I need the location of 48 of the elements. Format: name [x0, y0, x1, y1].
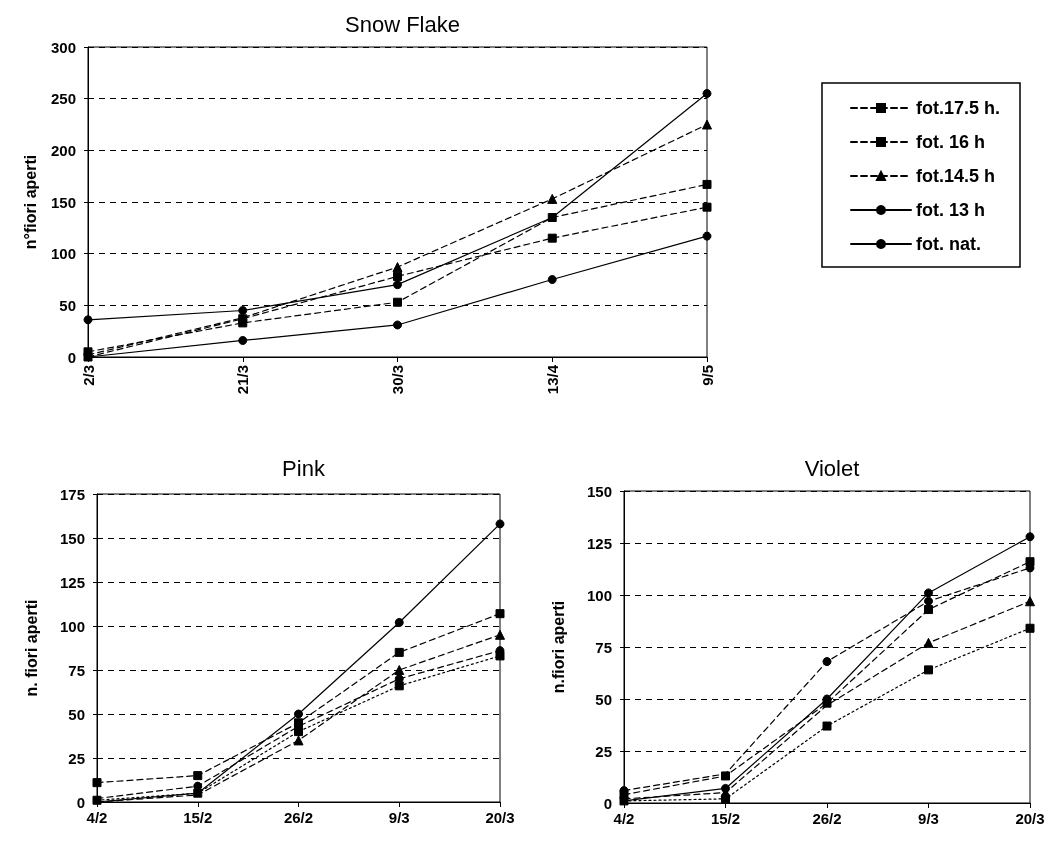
y-tick-label: 50: [59, 296, 76, 314]
y-tick-label: 100: [586, 586, 612, 604]
x-tick-label: 20/3: [485, 809, 515, 826]
y-tick-label: 125: [586, 534, 612, 552]
x-tick-label: 9/5: [698, 365, 716, 386]
x-tick-label: 4/2: [86, 809, 108, 826]
legend-label: fot. 13 h: [915, 200, 985, 220]
y-tick-label: 75: [68, 661, 85, 679]
x-tick-label: 15/2: [710, 810, 741, 827]
chart-title: Pink: [282, 455, 326, 481]
y-tick-label: 50: [595, 690, 612, 708]
y-axis-title: n. fiori aperti: [22, 599, 40, 697]
y-tick-label: 100: [59, 617, 85, 635]
y-tick-label: 75: [595, 638, 612, 656]
x-tick-label: 30/3: [389, 365, 406, 395]
x-tick-label: 26/2: [812, 810, 842, 827]
y-tick-label: 200: [50, 141, 76, 159]
x-tick-label: 9/3: [918, 810, 939, 827]
chart-title: Snow Flake: [345, 11, 460, 37]
y-tick-label: 150: [586, 482, 612, 500]
y-axis-title: n.fiori aperti: [549, 600, 567, 694]
x-tick-label: 9/3: [388, 809, 410, 826]
y-tick-label: 25: [68, 749, 85, 767]
legend-label: fot. 16 h: [915, 132, 985, 152]
x-tick-label: 13/4: [543, 364, 561, 395]
y-tick-label: 100: [50, 245, 76, 263]
y-tick-label: 0: [76, 793, 85, 811]
y-tick-label: 0: [603, 794, 612, 812]
legend-label: fot.17.5 h.: [915, 98, 1000, 118]
y-tick-label: 175: [59, 485, 85, 503]
x-tick-label: 20/3: [1015, 810, 1045, 827]
chart-title: Violet: [804, 455, 860, 481]
y-tick-label: 250: [50, 90, 76, 108]
x-tick-label: 4/2: [613, 810, 635, 827]
y-tick-label: 150: [50, 193, 76, 211]
y-tick-label: 0: [67, 348, 76, 366]
x-tick-label: 15/2: [183, 809, 213, 826]
x-tick-label: 21/3: [234, 365, 252, 395]
y-tick-label: 300: [50, 38, 76, 56]
x-tick-label: 26/2: [283, 809, 314, 826]
legend-label: fot.14.5 h: [915, 166, 995, 186]
y-tick-label: 125: [59, 573, 85, 591]
y-axis-title: n°fiori aperti: [21, 154, 39, 250]
legend-label: fot. nat.: [915, 234, 981, 254]
y-tick-label: 50: [68, 705, 85, 723]
y-tick-label: 150: [59, 529, 85, 547]
x-tick-label: 2/3: [79, 365, 97, 386]
y-tick-label: 25: [595, 742, 612, 760]
